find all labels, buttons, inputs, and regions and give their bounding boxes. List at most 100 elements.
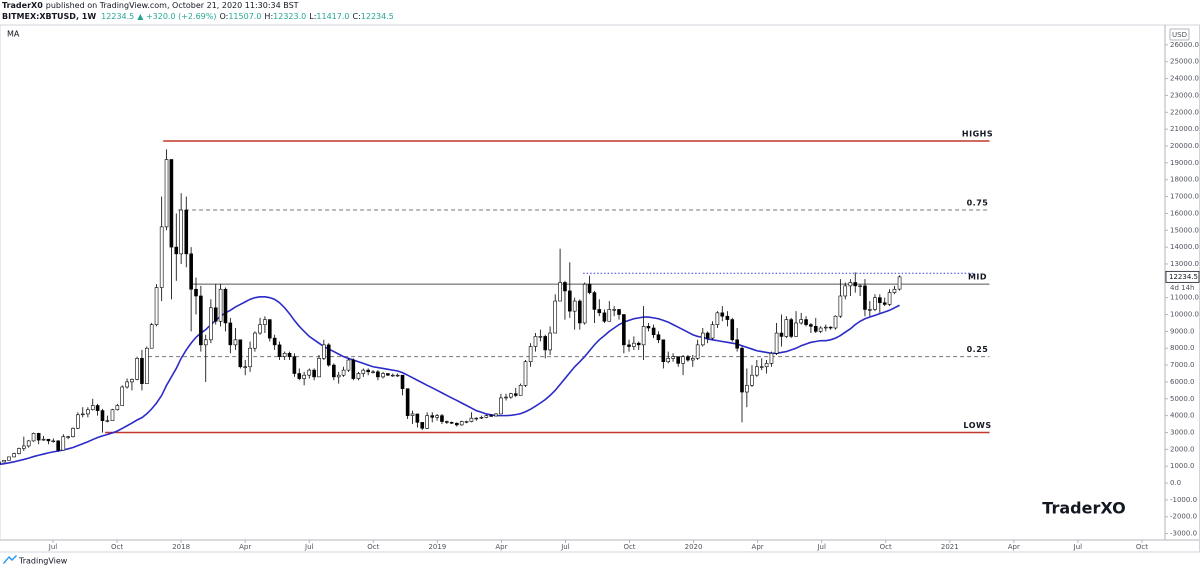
candle-body [435, 415, 439, 418]
candle-body [297, 373, 302, 379]
candle-body [764, 363, 769, 368]
candle-body [95, 405, 100, 411]
candle-body [218, 288, 223, 322]
candle-body [690, 358, 695, 361]
candle-body [267, 319, 272, 339]
y-tick-label: 9000.0 [1170, 327, 1195, 335]
candle-body [238, 339, 243, 368]
axes-layer: 26000.0 25000.0 24000.0 23000.0 22000.0 21000… [48, 41, 1200, 551]
candle-body [149, 324, 154, 349]
candle-body [740, 347, 744, 393]
candle-body [203, 339, 208, 346]
price-label: 12234.5 [1169, 273, 1198, 281]
candle-body [209, 307, 213, 341]
candle-body [213, 307, 218, 322]
candle-body [386, 373, 390, 376]
candle-body [307, 369, 312, 376]
ohlc-key: O: [219, 12, 228, 21]
candle-body [681, 356, 685, 364]
y-tick-label: 1000.0 [1170, 462, 1195, 470]
candle-body [779, 332, 784, 337]
candle-body [76, 414, 80, 429]
candle-body [140, 358, 144, 384]
candle-body [56, 440, 60, 451]
candle-body [282, 352, 287, 357]
candle-body [676, 356, 681, 364]
y-tick-label: 0.0 [1170, 479, 1181, 487]
x-tick-label: Jul [1073, 543, 1083, 551]
candle-body [784, 319, 789, 337]
candle-body [115, 405, 120, 411]
candle-body [258, 324, 262, 334]
y-tick-label: 23000.0 [1170, 91, 1199, 99]
candle-body [36, 433, 41, 441]
level-label: HIGHS [962, 129, 993, 138]
candle-body [518, 384, 523, 396]
candle-body [484, 415, 489, 418]
y-tick-label: 21000.0 [1170, 125, 1199, 133]
candle-body [326, 344, 331, 366]
candle-body [464, 421, 469, 423]
candle-body [371, 371, 375, 373]
x-tick-label: Apr [495, 543, 507, 551]
candle-body [572, 300, 577, 312]
candle-body [858, 285, 862, 287]
candle-body [646, 326, 651, 329]
candle-body [51, 440, 56, 443]
candle-body [469, 417, 474, 422]
candle-body [538, 336, 543, 338]
bar-countdown: 4d 14h [1170, 284, 1194, 292]
candle-body [873, 297, 877, 310]
x-tick-label: Jul [48, 543, 58, 551]
candle-body [533, 336, 538, 347]
candle-body [794, 322, 798, 337]
candle-body [863, 285, 867, 310]
candle-body [695, 344, 700, 359]
candle-body [455, 422, 459, 426]
candle-body [641, 326, 646, 346]
candle-body [194, 288, 198, 297]
x-tick-label: Apr [1008, 543, 1020, 551]
candle-body [725, 315, 730, 320]
x-tick-label: 2018 [172, 543, 190, 551]
candle-body [145, 347, 149, 384]
candle-body [425, 415, 429, 429]
candle-body [656, 334, 661, 341]
candle-body [420, 422, 425, 429]
candle-body [100, 410, 105, 421]
candle-body [80, 413, 85, 416]
y-tick-label: -3000.0 [1170, 530, 1197, 538]
currency: USD [1172, 31, 1187, 39]
candle-body [602, 312, 607, 322]
candle-body [509, 393, 513, 398]
candle-body [228, 322, 233, 346]
candle-body [381, 373, 385, 378]
x-tick-label: 2021 [941, 543, 959, 551]
candle-body [700, 332, 705, 346]
candle-body [789, 319, 793, 337]
candle-body [199, 295, 203, 346]
candle-body [322, 344, 326, 359]
candle-body [774, 332, 779, 354]
candle-body [31, 433, 36, 442]
currency-box [1169, 28, 1190, 41]
candle-body [0, 461, 2, 464]
author: TraderX0 [2, 1, 43, 10]
candle-body [705, 332, 710, 339]
candle-body [868, 309, 872, 311]
candle-body [22, 445, 26, 449]
candle-body [882, 302, 887, 305]
candle-body [568, 290, 572, 312]
candle-body [745, 384, 749, 393]
candle-body [887, 292, 892, 305]
candle-body [90, 405, 95, 411]
y-tick-label: 4000.0 [1170, 412, 1195, 420]
candle-body [2, 459, 6, 463]
candle-body [169, 159, 174, 248]
candle-body [612, 309, 616, 311]
tradingview-logo: TradingView [3, 555, 68, 566]
candle-body [632, 342, 636, 347]
y-tick-label: -1000.0 [1170, 496, 1197, 504]
candle-body [666, 358, 671, 363]
y-tick-label: 19000.0 [1170, 159, 1199, 167]
